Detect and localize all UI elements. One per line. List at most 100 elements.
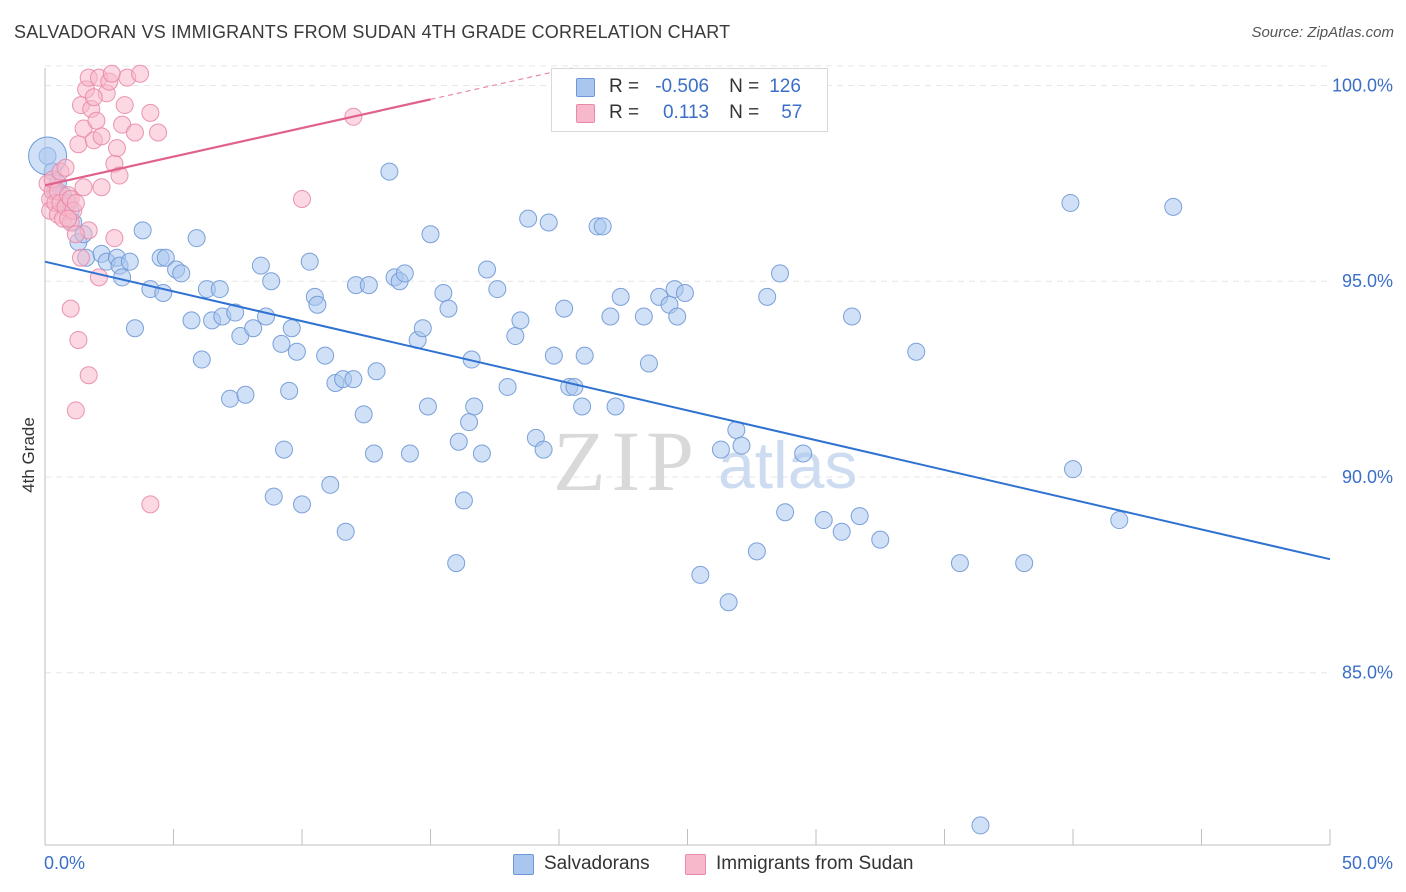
point-salvadorans xyxy=(400,444,419,463)
point-sudan xyxy=(56,158,75,177)
stats-legend: R = -0.506 N = 126 R = 0.113 N = 57 xyxy=(551,68,828,132)
point-salvadorans xyxy=(421,225,440,244)
point-salvadorans xyxy=(244,319,263,338)
tick-labels: 85.0% 90.0% 95.0% 100.0% 0.0% 50.0% 4th Grade xyxy=(19,75,1393,873)
point-salvadorans xyxy=(1015,554,1034,573)
point-salvadorans xyxy=(498,377,517,396)
source-label: Source: ZipAtlas.com xyxy=(1251,24,1394,41)
point-sudan xyxy=(125,123,144,142)
trend-lines xyxy=(44,67,1331,561)
point-salvadorans xyxy=(639,354,658,373)
point-salvadorans xyxy=(264,487,283,506)
point-salvadorans xyxy=(321,475,340,494)
watermark-zip: ZIP xyxy=(553,413,700,509)
point-salvadorans xyxy=(133,221,152,240)
point-sudan xyxy=(141,495,160,514)
point-salvadorans xyxy=(850,507,869,526)
bottom-legend-label-sudan: Immigrants from Sudan xyxy=(716,853,914,874)
legend-row-sudan: R = 0.113 N = 57 xyxy=(576,100,802,126)
point-salvadorans xyxy=(454,491,473,510)
point-sudan xyxy=(293,190,311,209)
point-salvadorans xyxy=(272,334,291,353)
point-salvadorans xyxy=(472,444,491,463)
point-salvadorans xyxy=(280,381,299,400)
point-sudan xyxy=(92,127,111,146)
x-tick-label: 0.0% xyxy=(44,853,85,873)
point-sudan xyxy=(141,103,160,122)
point-salvadorans xyxy=(236,385,255,404)
point-salvadorans xyxy=(611,287,630,306)
point-salvadorans xyxy=(344,370,363,389)
y-tick-label: 90.0% xyxy=(1342,467,1393,487)
point-salvadorans xyxy=(871,530,890,549)
legend-swatch-salvadorans xyxy=(576,77,595,97)
point-salvadorans xyxy=(511,311,530,330)
legend-n-label: N = xyxy=(729,102,760,123)
point-sudan xyxy=(74,178,93,197)
bottom-legend-sudan: Immigrants from Sudan xyxy=(685,853,913,875)
point-sudan xyxy=(69,330,88,349)
point-salvadorans xyxy=(364,444,383,463)
point-sudan xyxy=(102,64,121,83)
point-salvadorans xyxy=(606,397,625,416)
legend-r-label: R = xyxy=(609,76,640,97)
point-salvadorans xyxy=(711,440,730,459)
point-salvadorans xyxy=(907,342,926,361)
point-salvadorans xyxy=(380,162,399,181)
point-salvadorans xyxy=(758,287,777,306)
point-salvadorans xyxy=(814,511,833,530)
point-salvadorans xyxy=(308,295,327,314)
point-salvadorans xyxy=(719,593,738,612)
trend-line-salvadorans xyxy=(44,260,1331,561)
point-sudan xyxy=(89,268,108,287)
point-salvadorans xyxy=(293,495,311,514)
point-sudan xyxy=(69,135,88,154)
point-sudan xyxy=(131,64,150,83)
point-salvadorans xyxy=(418,397,437,416)
point-sudan xyxy=(149,123,168,142)
point-salvadorans xyxy=(1061,193,1080,212)
legend-n-label: N = xyxy=(729,76,760,97)
point-salvadorans xyxy=(544,346,563,365)
point-salvadorans xyxy=(691,565,710,584)
chart-title: SALVADORAN VS IMMIGRANTS FROM SUDAN 4TH … xyxy=(14,22,731,42)
point-sudan xyxy=(59,209,78,228)
point-salvadorans xyxy=(842,307,861,326)
point-salvadorans xyxy=(120,252,139,271)
point-salvadorans xyxy=(439,299,458,318)
point-sudan xyxy=(84,88,103,107)
point-salvadorans xyxy=(359,276,378,295)
point-salvadorans xyxy=(506,327,525,346)
trend-line-sudan-extension xyxy=(430,67,572,100)
bottom-legend-swatch-sudan xyxy=(685,853,706,875)
point-sudan xyxy=(115,96,134,115)
point-salvadorans xyxy=(460,413,479,432)
point-salvadorans xyxy=(539,213,558,232)
point-sudan xyxy=(87,111,106,130)
point-salvadorans xyxy=(221,389,240,408)
point-salvadorans xyxy=(950,554,969,573)
point-salvadorans xyxy=(287,342,306,361)
point-salvadorans xyxy=(776,503,795,522)
point-sudan xyxy=(105,229,124,248)
point-salvadorans xyxy=(575,346,594,365)
point-salvadorans xyxy=(226,303,245,322)
point-salvadorans xyxy=(156,248,175,267)
trend-line-sudan xyxy=(44,98,431,187)
y-axis-title: 4th Grade xyxy=(19,417,38,493)
legend-r-value-salvadorans: -0.506 xyxy=(655,76,710,97)
point-salvadorans xyxy=(565,377,584,396)
point-salvadorans xyxy=(1064,460,1082,479)
watermark: ZIP atlas xyxy=(553,413,857,509)
legend-r-value-sudan: 0.113 xyxy=(662,102,710,123)
point-salvadorans xyxy=(1164,197,1183,216)
point-salvadorans xyxy=(210,280,229,299)
point-salvadorans xyxy=(771,264,790,283)
y-tick-label: 100.0% xyxy=(1332,75,1393,95)
legend-n-value-salvadorans: 126 xyxy=(769,76,801,97)
point-salvadorans xyxy=(478,260,497,279)
point-salvadorans xyxy=(1110,511,1129,530)
legend-row-salvadorans: R = -0.506 N = 126 xyxy=(576,74,801,100)
point-sudan xyxy=(110,166,129,185)
